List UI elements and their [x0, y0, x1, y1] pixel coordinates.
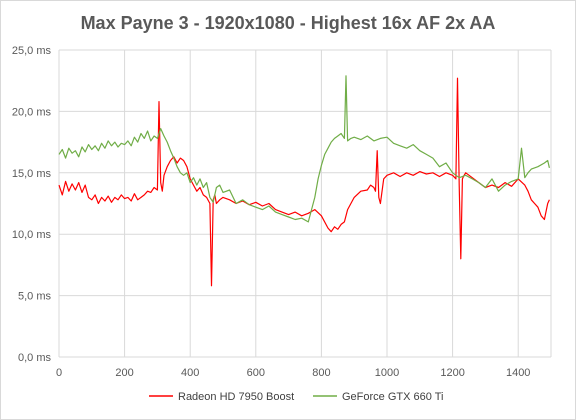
x-tick-label: 400: [181, 367, 199, 379]
chart-title: Max Payne 3 - 1920x1080 - Highest 16x AF…: [81, 13, 496, 33]
y-tick-label: 15,0 ms: [12, 168, 52, 180]
axis-ticks: 0,0 ms 5,0 ms 10,0 ms 15,0 ms 20,0 ms 25,0 ms…: [12, 45, 531, 379]
x-tick-label: 1200: [440, 367, 464, 379]
y-tick-label: 5,0 ms: [18, 291, 52, 303]
x-tick-label: 1000: [375, 367, 399, 379]
x-tick-label: 800: [312, 367, 330, 379]
x-tick-label: 200: [115, 367, 133, 379]
legend-label-0: Radeon HD 7950 Boost: [178, 391, 294, 403]
x-tick-label: 600: [247, 367, 265, 379]
y-tick-label: 0,0 ms: [18, 352, 52, 364]
x-tick-label: 1400: [506, 367, 530, 379]
y-tick-label: 20,0 ms: [12, 106, 52, 118]
y-tick-label: 10,0 ms: [12, 229, 52, 241]
legend: Radeon HD 7950 Boost GeForce GTX 660 Ti: [149, 391, 443, 403]
y-tick-label: 25,0 ms: [12, 45, 52, 57]
series-line-1: [58, 75, 550, 223]
series-line-0: [58, 77, 550, 287]
grid: [58, 49, 552, 358]
legend-label-1: GeForce GTX 660 Ti: [342, 391, 443, 403]
x-tick-label: 0: [56, 367, 62, 379]
series-lines: [58, 75, 550, 287]
